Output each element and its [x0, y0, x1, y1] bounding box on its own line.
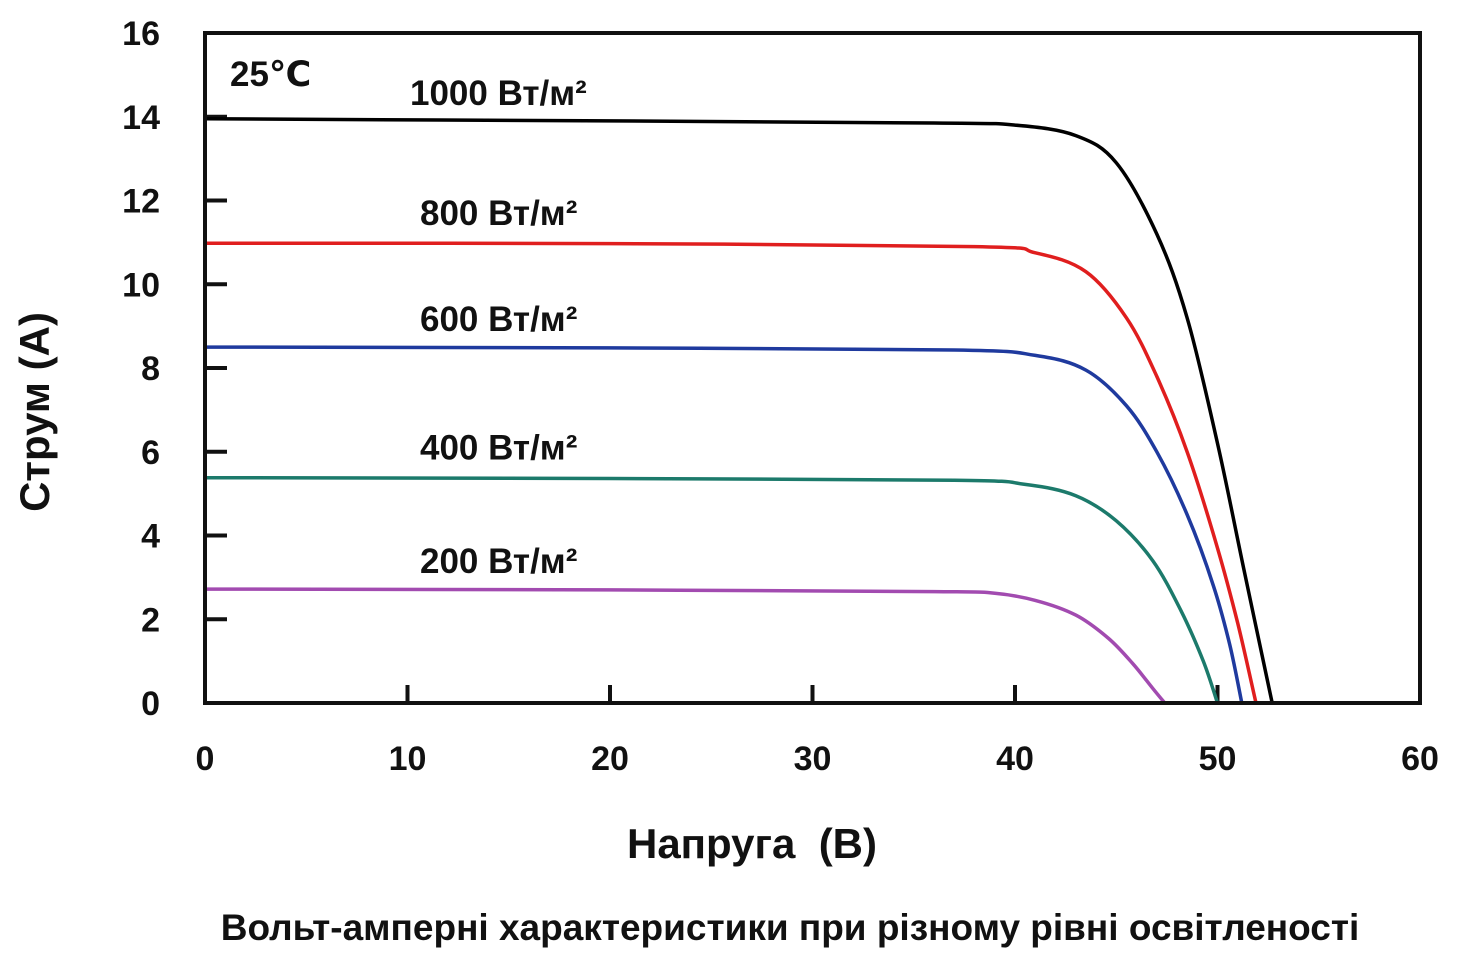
y-tick-label: 16: [122, 15, 160, 53]
y-tick-label: 2: [141, 601, 160, 639]
curve-800: [203, 241, 1258, 705]
y-tick-label: 12: [122, 183, 160, 221]
y-tick-label: 6: [141, 434, 160, 472]
x-tick-label: 60: [1401, 740, 1439, 778]
series-label-200: 200 Вт/м²: [420, 542, 577, 581]
axis-ticks: [205, 114, 1220, 703]
y-tick-label: 8: [141, 350, 160, 388]
series-label-600: 600 Вт/м²: [420, 300, 577, 339]
y-tick-label: 14: [122, 99, 160, 137]
x-tick-label: 50: [1199, 740, 1237, 778]
series-label-400: 400 Вт/м²: [420, 429, 577, 468]
x-tick-label: 20: [591, 740, 629, 778]
curve-1000: [203, 117, 1274, 705]
series-curves: [203, 117, 1274, 705]
series-label-1000: 1000 Вт/м²: [410, 74, 587, 113]
y-tick-label: 0: [141, 685, 160, 723]
series-label-800: 800 Вт/м²: [420, 194, 577, 233]
axis-tick-labels: 0 10 20 30 40 50 60 0 2 4 6 8 10 12 14 16: [122, 15, 1439, 778]
y-tick-label: 10: [122, 266, 160, 304]
x-tick-label: 30: [794, 740, 832, 778]
temperature-annotation: 25℃: [230, 55, 311, 94]
plot-frame: [203, 31, 1422, 705]
chart-caption: Вольт-амперні характеристики при різному…: [221, 907, 1359, 948]
x-axis-title: Напруга (В): [627, 820, 877, 867]
y-tick-label: 4: [141, 518, 160, 556]
series-labels: 1000 Вт/м² 800 Вт/м² 600 Вт/м² 400 Вт/м² 200…: [410, 74, 587, 581]
x-tick-label: 10: [389, 740, 427, 778]
x-tick-label: 0: [196, 740, 215, 778]
curve-400: [203, 475, 1220, 705]
x-tick-label: 40: [996, 740, 1034, 778]
y-axis-title: Струм (А): [11, 312, 58, 512]
curve-600: [203, 345, 1244, 705]
curve-200: [203, 587, 1167, 705]
